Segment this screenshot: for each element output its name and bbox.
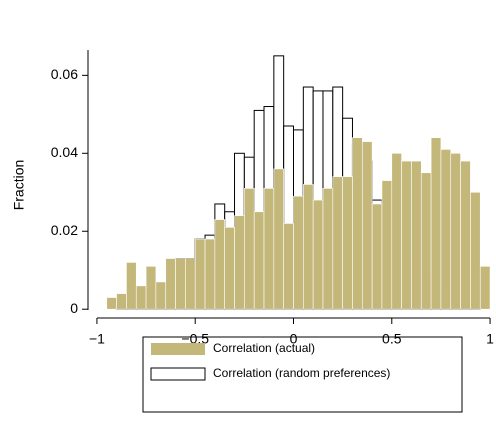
- bar: [126, 262, 137, 310]
- bar: [185, 258, 196, 310]
- bar: [214, 219, 226, 310]
- bar: [263, 188, 275, 310]
- bar: [470, 191, 481, 310]
- x-tick-label: −0.5: [181, 331, 209, 347]
- bar: [283, 223, 294, 310]
- legend-swatch: [151, 343, 205, 355]
- bar: [312, 199, 324, 310]
- bar: [145, 266, 157, 310]
- bar: [165, 258, 176, 310]
- y-axis-label: Fraction: [11, 160, 27, 211]
- bar: [273, 168, 284, 310]
- bar: [116, 293, 127, 310]
- bar: [479, 266, 491, 310]
- bar: [106, 297, 117, 310]
- y-tick-label: 0: [70, 300, 78, 316]
- bar: [322, 188, 334, 310]
- bar: [224, 227, 235, 310]
- bar: [342, 176, 353, 310]
- bar: [361, 141, 373, 310]
- bar: [391, 152, 402, 310]
- y-tick-label: 0.04: [51, 144, 78, 160]
- bar: [420, 172, 432, 310]
- bar: [204, 238, 216, 310]
- bar: [155, 281, 167, 310]
- bar: [352, 137, 363, 310]
- y-tick-label: 0.06: [51, 66, 78, 82]
- legend-swatch: [150, 367, 206, 381]
- bar: [430, 137, 442, 310]
- x-tick-label: 1: [486, 331, 494, 347]
- bar: [411, 160, 422, 310]
- x-tick-label: 0.5: [382, 331, 402, 347]
- legend-label: Correlation (actual): [213, 341, 315, 355]
- bar: [253, 211, 265, 310]
- x-tick-label: −1: [89, 331, 105, 347]
- bar: [371, 203, 383, 310]
- bar: [135, 285, 147, 310]
- legend-label: Correlation (random preferences): [213, 366, 390, 380]
- bar: [450, 152, 461, 310]
- bar: [244, 188, 255, 310]
- bar: [332, 176, 343, 310]
- bar: [293, 195, 304, 310]
- bar: [303, 184, 314, 310]
- bar: [234, 215, 245, 310]
- bar: [194, 238, 206, 310]
- bar: [460, 160, 471, 310]
- y-tick-label: 0.02: [51, 222, 78, 238]
- x-tick-label: 0: [290, 331, 298, 347]
- bar: [175, 258, 186, 310]
- bar: [440, 149, 452, 310]
- bar: [381, 180, 393, 310]
- bar: [401, 160, 412, 310]
